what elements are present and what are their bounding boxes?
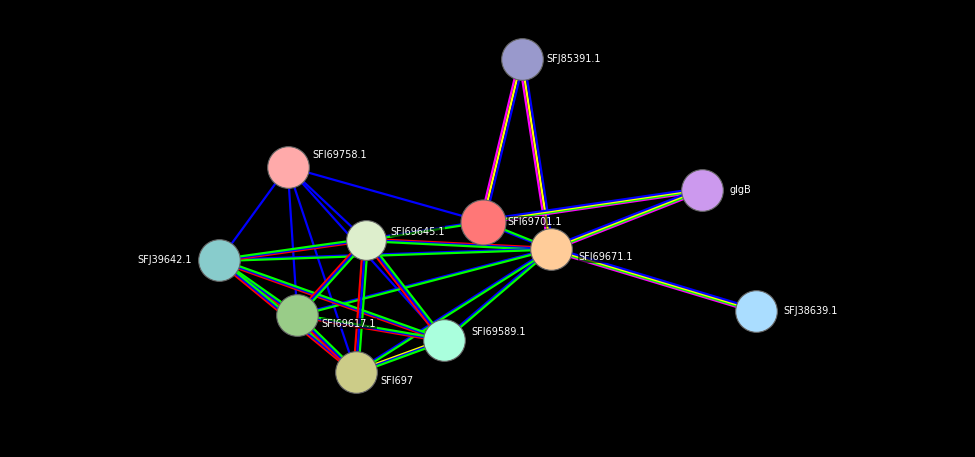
Point (543, 245, 559, 253)
Text: glgB: glgB (729, 185, 751, 195)
Point (748, 307, 763, 314)
Point (514, 56, 529, 63)
Text: SFI69671.1: SFI69671.1 (578, 252, 633, 262)
Point (436, 337, 451, 344)
Point (280, 163, 295, 170)
Text: SFI69589.1: SFI69589.1 (471, 327, 526, 337)
Text: SFI69701.1: SFI69701.1 (507, 217, 562, 227)
Point (348, 369, 364, 376)
Text: SFI697: SFI697 (380, 376, 413, 386)
Point (290, 312, 305, 319)
Text: SFJ38639.1: SFJ38639.1 (783, 306, 838, 316)
Text: SFJ85391.1: SFJ85391.1 (546, 54, 601, 64)
Point (358, 236, 373, 244)
Text: SFI69758.1: SFI69758.1 (312, 150, 367, 160)
Text: SFI69645.1: SFI69645.1 (390, 227, 445, 237)
Point (475, 218, 490, 225)
Text: SFJ39642.1: SFJ39642.1 (137, 255, 192, 266)
Point (212, 257, 227, 264)
Text: SFI69617.1: SFI69617.1 (322, 319, 376, 329)
Point (694, 186, 710, 193)
